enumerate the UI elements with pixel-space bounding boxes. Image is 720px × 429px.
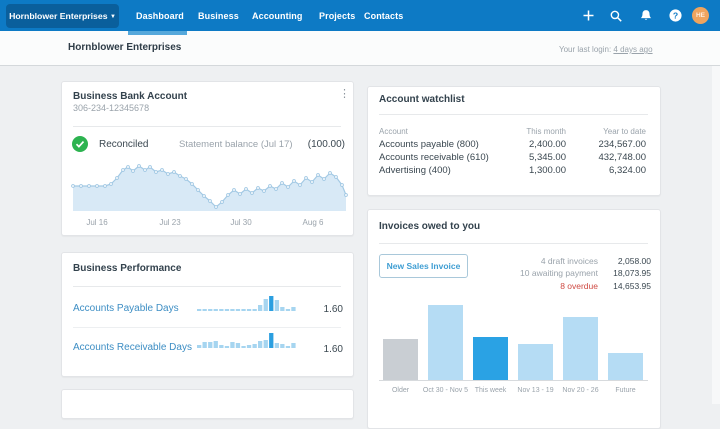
svg-text:?: ? [673,11,678,21]
